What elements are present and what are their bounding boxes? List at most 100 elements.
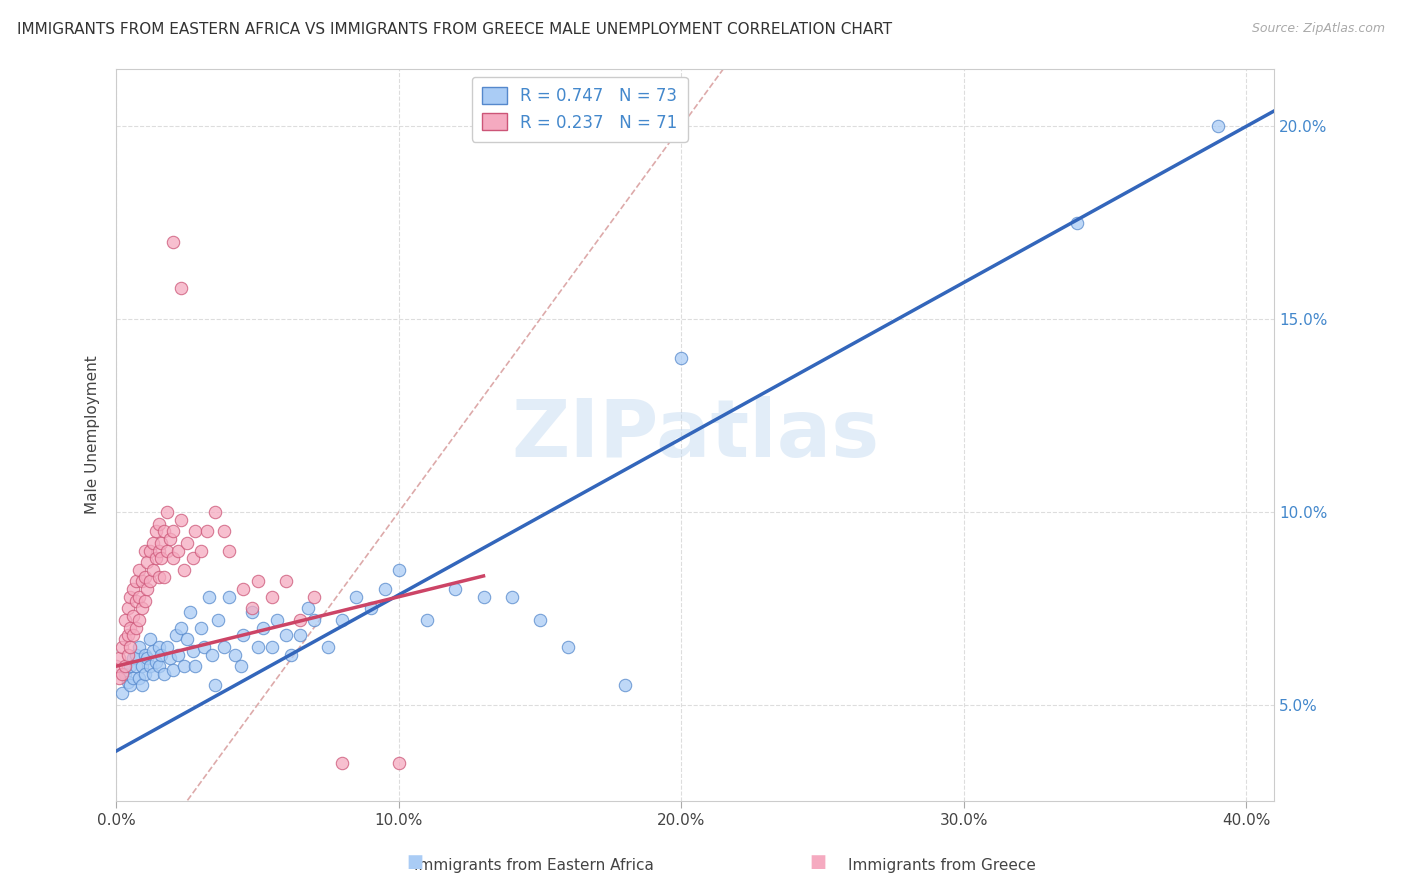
Text: ■: ■ (810, 853, 827, 871)
Point (1066, 216, 1088, 230)
Point (162, 235, 184, 249)
Point (159, 651, 181, 665)
Point (108, 651, 131, 665)
Point (150, 648, 173, 662)
Point (159, 532, 181, 546)
Point (162, 663, 184, 677)
Point (142, 644, 165, 658)
Point (330, 756, 353, 770)
Point (280, 648, 302, 662)
Point (162, 524, 184, 539)
Point (198, 590, 221, 604)
Point (134, 570, 156, 584)
Point (122, 628, 145, 642)
Point (444, 582, 467, 596)
Point (114, 659, 136, 673)
Point (195, 524, 218, 539)
Point (181, 551, 204, 566)
Point (190, 543, 212, 558)
Point (388, 563, 411, 577)
Point (148, 516, 170, 531)
Point (173, 659, 195, 673)
Point (114, 666, 136, 681)
Point (153, 524, 176, 539)
Point (416, 613, 439, 627)
Point (134, 666, 156, 681)
Point (302, 613, 325, 627)
Point (139, 632, 162, 647)
Point (148, 640, 170, 654)
Point (131, 678, 153, 692)
Point (120, 659, 142, 673)
Point (374, 582, 396, 596)
Point (240, 601, 263, 615)
Point (122, 582, 145, 596)
Point (131, 601, 153, 615)
Point (260, 590, 283, 604)
Point (229, 659, 252, 673)
Text: Immigrants from Greece: Immigrants from Greece (848, 858, 1036, 872)
Point (288, 613, 311, 627)
Point (114, 613, 136, 627)
Point (125, 574, 148, 589)
Point (252, 621, 274, 635)
Point (170, 513, 193, 527)
Point (125, 621, 148, 635)
Point (179, 605, 201, 619)
Point (111, 666, 134, 681)
Text: ZIPatlas: ZIPatlas (512, 396, 880, 474)
Point (131, 659, 153, 673)
Point (472, 590, 495, 604)
Legend: R = 0.747   N = 73, R = 0.237   N = 71: R = 0.747 N = 73, R = 0.237 N = 71 (472, 77, 688, 142)
Point (145, 524, 167, 539)
Point (156, 505, 179, 519)
Point (176, 536, 198, 550)
Point (134, 593, 156, 607)
Point (190, 621, 212, 635)
Point (218, 590, 240, 604)
Point (111, 640, 134, 654)
Point (181, 644, 204, 658)
Point (148, 570, 170, 584)
Point (184, 659, 207, 673)
Point (193, 640, 215, 654)
Point (156, 640, 179, 654)
Point (297, 601, 319, 615)
Point (108, 671, 131, 685)
Point (671, 351, 693, 365)
Point (139, 543, 162, 558)
Point (117, 674, 139, 689)
Point (266, 613, 288, 627)
Point (246, 574, 269, 589)
Point (134, 648, 156, 662)
Point (207, 613, 229, 627)
Point (148, 659, 170, 673)
Point (1206, 120, 1229, 134)
Point (148, 543, 170, 558)
Point (218, 543, 240, 558)
Point (557, 640, 579, 654)
Point (330, 613, 353, 627)
Point (117, 601, 139, 615)
Point (344, 590, 367, 604)
Point (613, 678, 636, 692)
Point (122, 671, 145, 685)
Point (170, 281, 193, 295)
Point (173, 563, 195, 577)
Y-axis label: Male Unemployment: Male Unemployment (86, 355, 100, 514)
Point (302, 590, 325, 604)
Point (122, 651, 145, 665)
Point (316, 640, 339, 654)
Text: Immigrants from Eastern Africa: Immigrants from Eastern Africa (415, 858, 654, 872)
Point (125, 593, 148, 607)
Point (274, 628, 297, 642)
Point (360, 601, 382, 615)
Point (136, 651, 159, 665)
Point (117, 628, 139, 642)
Point (122, 609, 145, 624)
Point (224, 648, 246, 662)
Point (142, 563, 165, 577)
Point (114, 632, 136, 647)
Text: Source: ZipAtlas.com: Source: ZipAtlas.com (1251, 22, 1385, 36)
Point (501, 590, 523, 604)
